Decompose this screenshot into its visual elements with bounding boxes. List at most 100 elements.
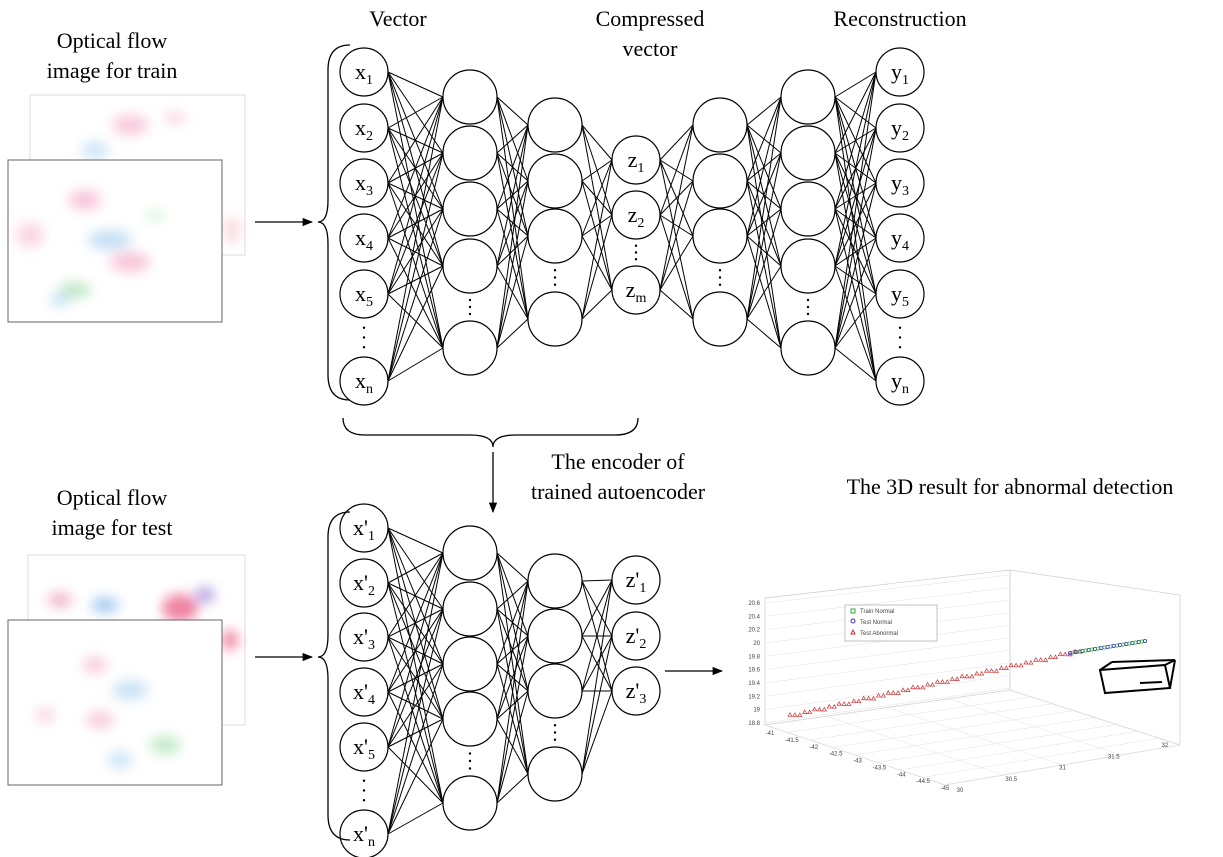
connection bbox=[581, 635, 613, 775]
connection bbox=[581, 214, 613, 320]
ellipsis-dot bbox=[362, 326, 366, 329]
connection bbox=[387, 265, 444, 382]
connection bbox=[659, 124, 694, 291]
node-label: x'1 bbox=[353, 515, 375, 544]
connection bbox=[659, 124, 694, 161]
connection bbox=[387, 663, 444, 835]
scatter-point bbox=[993, 668, 1000, 673]
z-tick-label: 18.8 bbox=[748, 721, 760, 727]
node-subscript: 1 bbox=[368, 529, 375, 544]
connection bbox=[387, 608, 444, 835]
node-label: x'2 bbox=[353, 570, 375, 599]
scatter-point bbox=[1124, 642, 1129, 647]
neuron bbox=[339, 47, 389, 97]
connection bbox=[834, 71, 877, 267]
neuron bbox=[527, 553, 583, 609]
scatter-point bbox=[885, 690, 891, 695]
node-letter: x bbox=[355, 170, 366, 195]
scatter-point bbox=[1136, 640, 1141, 645]
scatter-point bbox=[895, 690, 901, 695]
neuron bbox=[611, 666, 661, 716]
scatter-point bbox=[984, 668, 990, 673]
connection bbox=[496, 635, 529, 720]
x-tick-label: -42 bbox=[809, 745, 818, 751]
scatter-point bbox=[939, 679, 945, 684]
scatter-point bbox=[1105, 645, 1110, 650]
ellipsis-dot bbox=[362, 789, 366, 792]
neuron bbox=[780, 69, 836, 125]
connection bbox=[496, 580, 529, 610]
label: Optical flow bbox=[57, 28, 168, 53]
connection bbox=[746, 318, 782, 349]
connection bbox=[834, 127, 877, 349]
x-tick-label: -44.5 bbox=[916, 779, 930, 785]
scatter-point bbox=[875, 692, 882, 698]
neuron bbox=[442, 691, 498, 747]
neuron bbox=[611, 135, 661, 185]
connection bbox=[496, 124, 529, 154]
connection bbox=[746, 152, 782, 237]
node-subscript: 2 bbox=[902, 129, 909, 144]
scatter-point bbox=[934, 679, 941, 684]
scatter-point bbox=[1083, 648, 1088, 653]
node-subscript: 4 bbox=[366, 239, 373, 254]
node-label: y4 bbox=[891, 225, 909, 254]
neuron bbox=[339, 503, 389, 553]
node-subscript: m bbox=[635, 291, 646, 306]
connection bbox=[581, 124, 613, 161]
neuron bbox=[339, 213, 389, 263]
ellipsis-dot bbox=[898, 346, 902, 349]
connection bbox=[496, 773, 529, 804]
connection bbox=[746, 265, 782, 320]
node-subscript: n bbox=[368, 835, 375, 850]
connection bbox=[496, 180, 529, 267]
node-letter: x' bbox=[353, 821, 368, 846]
scatter-point bbox=[807, 709, 813, 715]
test-images bbox=[7, 554, 246, 786]
ellipsis-dot bbox=[806, 305, 810, 309]
connection bbox=[387, 71, 444, 349]
scatter-point bbox=[944, 679, 950, 684]
connection bbox=[746, 96, 782, 182]
connection bbox=[387, 552, 444, 748]
connection bbox=[659, 159, 694, 320]
scatter-point bbox=[880, 692, 886, 698]
scatter-point bbox=[1139, 639, 1144, 644]
connection bbox=[387, 552, 444, 693]
connection bbox=[834, 127, 877, 267]
train-images bbox=[7, 94, 246, 323]
connection bbox=[581, 579, 613, 582]
connection bbox=[581, 289, 613, 320]
ellipsis-dot bbox=[468, 312, 472, 316]
scatter-point bbox=[1042, 657, 1049, 662]
connection bbox=[387, 802, 444, 835]
neuron bbox=[339, 356, 389, 406]
connection bbox=[834, 237, 877, 349]
neuron bbox=[442, 181, 498, 237]
braces bbox=[317, 44, 639, 841]
node-label: xn bbox=[355, 368, 373, 397]
node-letter: x bbox=[355, 115, 366, 140]
node-letter: z' bbox=[626, 567, 640, 592]
ellipsis-dot bbox=[898, 326, 902, 329]
connection bbox=[659, 124, 694, 216]
node-label: x3 bbox=[355, 170, 373, 199]
neuron bbox=[692, 97, 748, 153]
scatter-point bbox=[915, 684, 921, 690]
ellipsis-dot bbox=[468, 298, 472, 302]
connection bbox=[387, 746, 444, 804]
neuron bbox=[339, 158, 389, 208]
connection bbox=[834, 293, 877, 349]
z-tick-label: 20.4 bbox=[748, 614, 760, 620]
node-letter: x bbox=[355, 281, 366, 306]
connection bbox=[496, 124, 529, 210]
scatter-point bbox=[856, 698, 862, 704]
scatter-point bbox=[905, 687, 911, 693]
node-subscript: n bbox=[366, 382, 373, 397]
ellipsis-dot bbox=[553, 283, 557, 286]
connection bbox=[659, 214, 694, 237]
neuron bbox=[611, 265, 661, 315]
neuron bbox=[339, 558, 389, 608]
scatter-point bbox=[1130, 641, 1135, 646]
neuron bbox=[339, 103, 389, 153]
